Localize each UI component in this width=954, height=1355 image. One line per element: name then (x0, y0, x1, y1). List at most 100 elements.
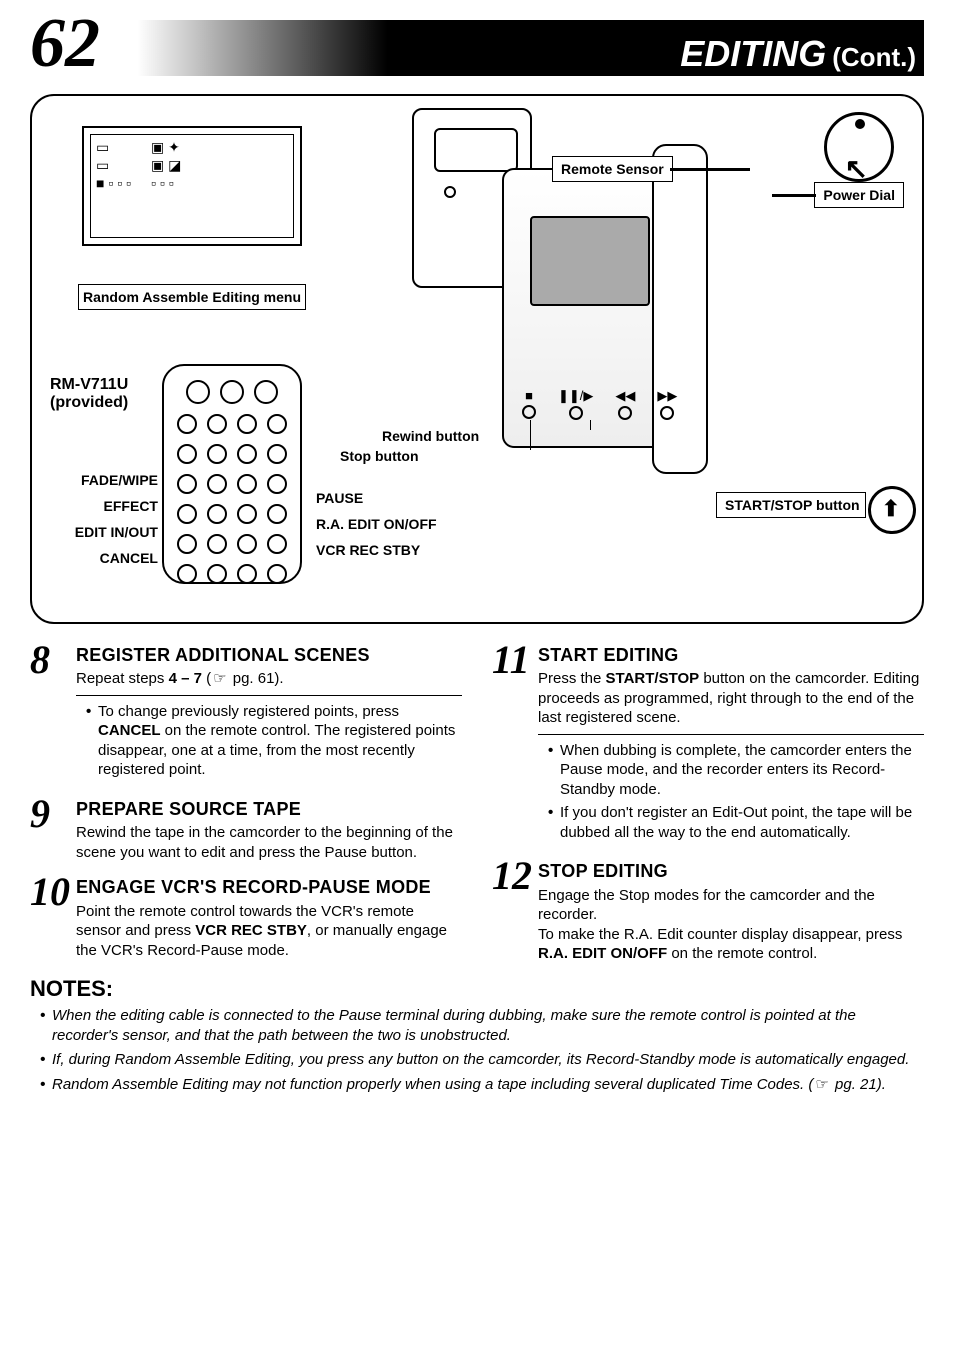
step-10: 10 ENGAGE VCR'S RECORD-PAUSE MODE Point … (30, 876, 462, 960)
step-body: REGISTER ADDITIONAL SCENES Repeat steps … (76, 644, 462, 784)
up-arrow-icon: ⬆ (882, 496, 900, 522)
remote-cancel-button (177, 564, 197, 584)
power-dial-label: Power Dial (814, 182, 904, 208)
steps-left-column: 8 REGISTER ADDITIONAL SCENES Repeat step… (30, 644, 462, 964)
remote-button (267, 474, 287, 494)
step-title: REGISTER ADDITIONAL SCENES (76, 644, 462, 667)
editinout-label: EDIT IN/OUT (40, 524, 158, 540)
leader-line (772, 194, 816, 197)
cam-stop-button: ■ (522, 388, 536, 420)
rewind-label: Rewind button (382, 428, 479, 444)
cam-pauseplay-button: ❚❚/▶ (558, 388, 593, 420)
effect-label: EFFECT (40, 498, 158, 514)
note-item: If, during Random Assemble Editing, you … (40, 1050, 924, 1070)
remote-button (237, 414, 257, 434)
menu-glyph: ▫ ▫ ▫ (151, 176, 181, 190)
step-sub-item: If you don't register an Edit-Out point,… (548, 803, 924, 842)
header-title: EDITING (680, 33, 826, 75)
raedit-label: R.A. EDIT ON/OFF (316, 516, 437, 532)
step-number: 12 (492, 860, 530, 963)
note-item: Random Assemble Editing may not function… (40, 1075, 924, 1095)
remote-button (177, 414, 197, 434)
remote-vcrrecstby-button (237, 564, 257, 584)
remote-button (207, 504, 227, 524)
menu-glyph: ■ ▫ ▫ ▫ (96, 176, 131, 190)
remote-button (207, 474, 227, 494)
remote-button (267, 564, 287, 584)
note-item: When the editing cable is connected to t… (40, 1006, 924, 1047)
camcorder-button-row: ■ ❚❚/▶ ◀◀ ▶▶ (522, 388, 677, 420)
pause-label: PAUSE (316, 490, 437, 506)
remote-pause-button (267, 504, 287, 524)
remote-button (254, 380, 278, 404)
editing-menu-screen: ▭ ▭ ■ ▫ ▫ ▫ ▣ ✦ ▣ ◪ ▫ ▫ ▫ (82, 126, 302, 246)
page-number: 62 (30, 20, 100, 68)
step-number: 8 (30, 644, 68, 784)
remote-button (207, 564, 227, 584)
remote-sensor-label: Remote Sensor (552, 156, 673, 182)
dial-arrow-icon: ↖ (845, 152, 868, 185)
menu-glyph: ▣ ◪ (151, 158, 181, 172)
remote-raedit-button (237, 534, 257, 554)
remote-fadewipe-button (177, 474, 197, 494)
remote-control-illustration (162, 364, 302, 584)
remote-sensor-dot (444, 186, 456, 198)
notes-heading: NOTES: (30, 976, 924, 1002)
leader-line (530, 420, 531, 450)
step-text: Point the remote control towards the VCR… (76, 902, 462, 961)
steps-right-column: 11 START EDITING Press the START/STOP bu… (492, 644, 924, 964)
menu-glyph: ▭ (96, 158, 131, 172)
menu-label: Random Assemble Editing menu (78, 284, 306, 310)
step-title: ENGAGE VCR'S RECORD-PAUSE MODE (76, 876, 462, 899)
step-8: 8 REGISTER ADDITIONAL SCENES Repeat step… (30, 644, 462, 784)
menu-glyph: ▣ ✦ (151, 140, 181, 154)
remote-button (220, 380, 244, 404)
remote-button (267, 414, 287, 434)
step-number: 11 (492, 644, 530, 846)
remote-button (177, 444, 197, 464)
vcrrecstby-label: VCR REC STBY (316, 542, 437, 558)
remote-button (237, 444, 257, 464)
step-text: Rewind the tape in the camcorder to the … (76, 823, 462, 862)
cam-ff-button: ▶▶ (657, 388, 677, 420)
stop-label: Stop button (340, 448, 419, 464)
remote-effect-button (177, 504, 197, 524)
step-sub-item: To change previously registered points, … (86, 702, 462, 780)
header-title-group: EDITING (Cont.) (680, 29, 924, 75)
page-header: 62 EDITING (Cont.) (30, 20, 924, 76)
remote-button (207, 414, 227, 434)
leader-line (670, 168, 750, 171)
step-9: 9 PREPARE SOURCE TAPE Rewind the tape in… (30, 798, 462, 862)
remote-button (267, 534, 287, 554)
step-body: PREPARE SOURCE TAPE Rewind the tape in t… (76, 798, 462, 862)
step-sublist: When dubbing is complete, the camcorder … (538, 734, 924, 843)
cancel-label: CANCEL (40, 550, 158, 566)
header-cont: (Cont.) (832, 42, 916, 73)
start-stop-label: START/STOP button (716, 492, 866, 518)
camcorder-screen (530, 216, 650, 306)
camcorder-grip (652, 144, 708, 474)
notes-section: When the editing cable is connected to t… (30, 1006, 924, 1095)
remote-button (267, 444, 287, 464)
menu-glyph: ▭ (96, 140, 131, 154)
step-11: 11 START EDITING Press the START/STOP bu… (492, 644, 924, 846)
cam-rewind-button: ◀◀ (615, 388, 635, 420)
step-sublist: To change previously registered points, … (76, 695, 462, 780)
remote-left-label-group: FADE/WIPE EFFECT EDIT IN/OUT CANCEL (40, 472, 158, 566)
step-body: START EDITING Press the START/STOP butto… (538, 644, 924, 846)
remote-button (207, 534, 227, 554)
step-text: Press the START/STOP button on the camco… (538, 669, 924, 728)
step-title: START EDITING (538, 644, 924, 667)
remote-name-label: RM-V711U (provided) (50, 376, 128, 412)
fadewipe-label: FADE/WIPE (40, 472, 158, 488)
step-title: PREPARE SOURCE TAPE (76, 798, 462, 821)
remote-right-label-group: PAUSE R.A. EDIT ON/OFF VCR REC STBY (316, 490, 437, 558)
step-text: Engage the Stop modes for the camcorder … (538, 886, 924, 964)
menu-screen-content: ▭ ▭ ■ ▫ ▫ ▫ ▣ ✦ ▣ ◪ ▫ ▫ ▫ (96, 140, 288, 232)
steps-columns: 8 REGISTER ADDITIONAL SCENES Repeat step… (30, 644, 924, 964)
step-title: STOP EDITING (538, 860, 924, 883)
step-sub-item: When dubbing is complete, the camcorder … (548, 741, 924, 800)
diagram-frame: ▭ ▭ ■ ▫ ▫ ▫ ▣ ✦ ▣ ◪ ▫ ▫ ▫ Random Assembl… (30, 94, 924, 624)
step-12: 12 STOP EDITING Engage the Stop modes fo… (492, 860, 924, 963)
remote-button (237, 504, 257, 524)
